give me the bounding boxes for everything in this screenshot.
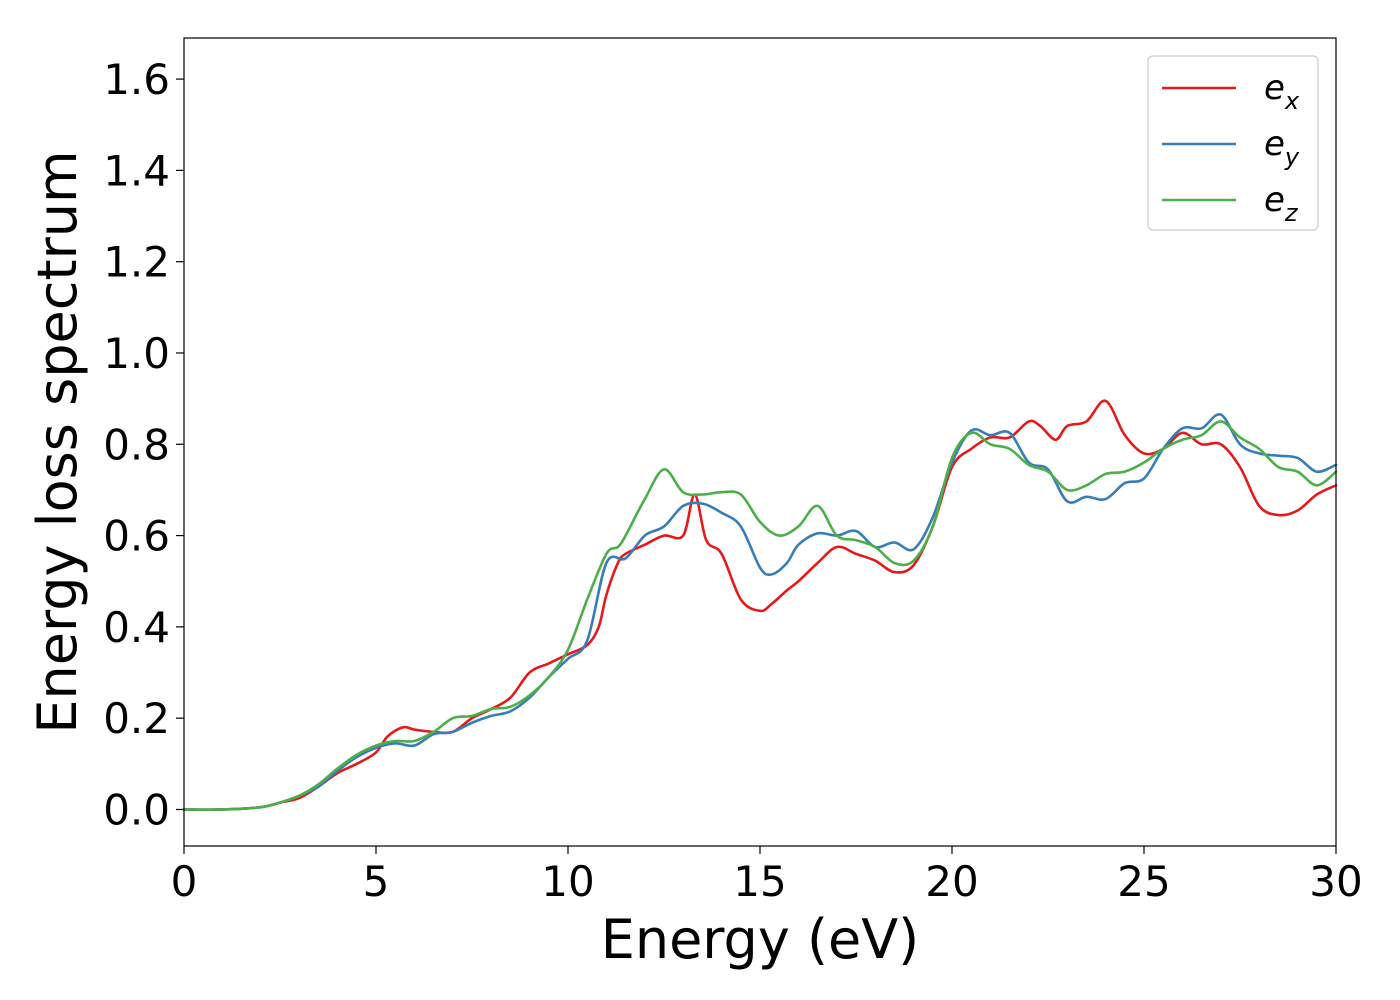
y-tick-label: 1.4 bbox=[103, 146, 170, 195]
legend-label-e-z: ez bbox=[1264, 180, 1299, 227]
y-axis-ticks: 0.0 0.2 0.4 0.6 0.8 1.0 1.2 1.4 1.6 bbox=[103, 55, 184, 834]
y-tick-label: 0.2 bbox=[103, 694, 170, 743]
legend-label-e-y: ey bbox=[1264, 124, 1300, 171]
series-line-e-z bbox=[182, 420, 1338, 811]
y-tick-label: 0.8 bbox=[103, 420, 170, 469]
legend: ex ey ez bbox=[1147, 55, 1319, 231]
x-tick-label: 30 bbox=[1309, 857, 1362, 906]
series-line-e-x bbox=[182, 399, 1338, 811]
x-tick-label: 15 bbox=[733, 857, 786, 906]
y-axis-label: Energy loss spectrum bbox=[26, 150, 89, 733]
y-tick-label: 1.0 bbox=[103, 329, 170, 378]
plot-area bbox=[184, 38, 1336, 846]
x-axis-ticks: 0 5 10 15 20 25 30 bbox=[171, 846, 1363, 906]
series-layer bbox=[182, 399, 1338, 811]
legend-label-e-x: ex bbox=[1264, 68, 1300, 115]
y-tick-label: 0.0 bbox=[103, 785, 170, 834]
series-line-e-y bbox=[182, 413, 1338, 811]
x-tick-label: 5 bbox=[363, 857, 390, 906]
y-tick-label: 1.2 bbox=[103, 238, 170, 287]
x-tick-label: 25 bbox=[1117, 857, 1170, 906]
x-tick-label: 10 bbox=[541, 857, 594, 906]
x-axis-label: Energy (eV) bbox=[601, 908, 920, 971]
x-tick-label: 0 bbox=[171, 857, 198, 906]
y-tick-label: 1.6 bbox=[103, 55, 170, 104]
x-tick-label: 20 bbox=[925, 857, 978, 906]
y-tick-label: 0.4 bbox=[103, 603, 170, 652]
y-tick-label: 0.6 bbox=[103, 512, 170, 561]
